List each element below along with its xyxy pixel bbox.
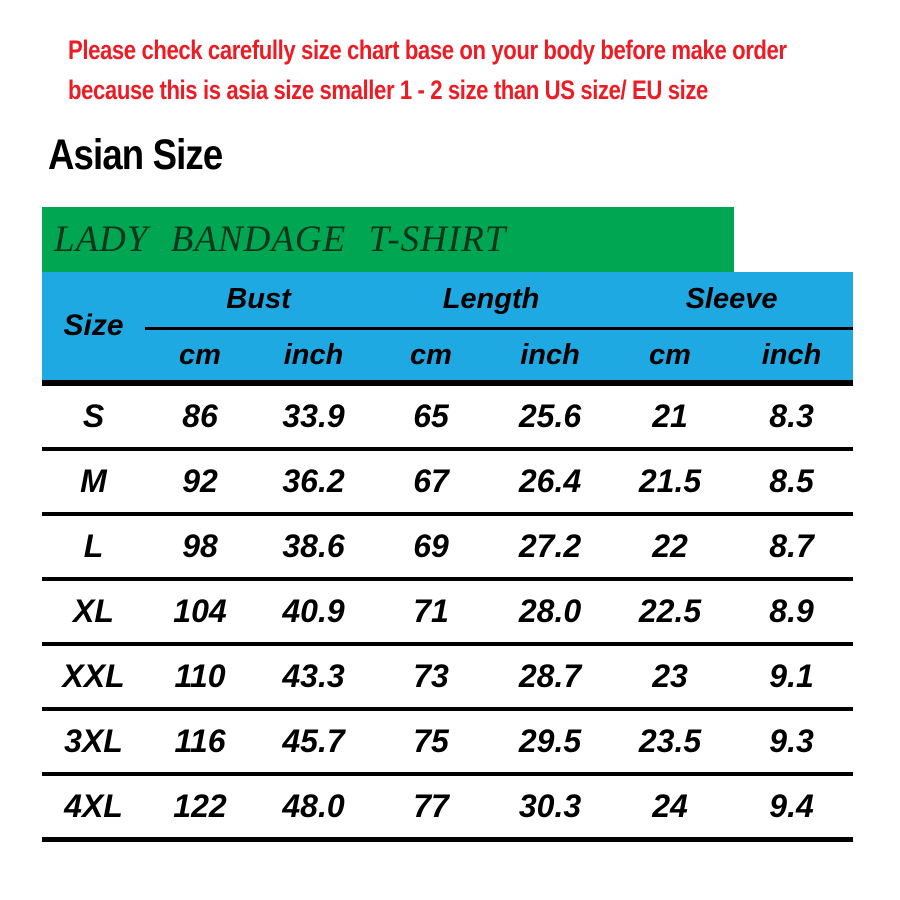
length-cm-cell: 71	[372, 579, 491, 646]
size-warning-text: Please check carefully size chart base o…	[68, 30, 787, 110]
length-cm-cell: 69	[372, 514, 491, 581]
sleeve-inch-cell: 8.7	[730, 514, 854, 581]
size-cell: XL	[42, 579, 145, 646]
length-cm-cell: 77	[372, 774, 491, 842]
size-cell: 4XL	[42, 774, 145, 842]
length-inch-cell: 25.6	[490, 383, 611, 451]
sleeve-inch-cell: 9.1	[730, 644, 854, 711]
column-header-length: Length	[372, 272, 611, 330]
bust-inch-cell: 48.0	[255, 774, 373, 842]
bust-inch-cell: 43.3	[255, 644, 373, 711]
unit-header-sleeve-inch: inch	[730, 328, 854, 386]
size-warning-line-2: because this is asia size smaller 1 - 2 …	[68, 75, 708, 105]
table-row-xxl: XXL 110 43.3 73 28.7 23 9.1	[42, 644, 854, 711]
length-inch-cell: 28.0	[490, 579, 611, 646]
table-row-3xl: 3XL 116 45.7 75 29.5 23.5 9.3	[42, 709, 854, 776]
sleeve-inch-cell: 8.9	[730, 579, 854, 646]
bust-inch-cell: 36.2	[255, 449, 373, 516]
length-cm-cell: 75	[372, 709, 491, 776]
sleeve-cm-cell: 23	[610, 644, 731, 711]
unit-header-length-inch: inch	[490, 328, 611, 386]
column-header-sleeve: Sleeve	[610, 272, 854, 330]
length-inch-cell: 29.5	[490, 709, 611, 776]
length-inch-cell: 27.2	[490, 514, 611, 581]
length-cm-cell: 73	[372, 644, 491, 711]
sleeve-inch-cell: 8.5	[730, 449, 854, 516]
column-header-bust: Bust	[145, 272, 373, 330]
size-cell: XXL	[42, 644, 145, 711]
header-unit-row: cm inch cm inch cm inch	[42, 328, 854, 386]
table-row-4xl: 4XL 122 48.0 77 30.3 24 9.4	[42, 774, 854, 842]
table-row-s: S 86 33.9 65 25.6 21 8.3	[42, 383, 854, 451]
product-title: LADY BANDAGE T-SHIRT	[54, 219, 507, 260]
bust-inch-cell: 45.7	[255, 709, 373, 776]
bust-cm-cell: 116	[145, 709, 255, 776]
unit-header-bust-cm: cm	[145, 328, 255, 386]
page-title: Asian Size	[48, 131, 223, 179]
bust-inch-cell: 38.6	[255, 514, 373, 581]
sleeve-cm-cell: 22	[610, 514, 731, 581]
table-row-l: L 98 38.6 69 27.2 22 8.7	[42, 514, 854, 581]
sleeve-cm-cell: 21.5	[610, 449, 731, 516]
size-chart-table: Size Bust Length Sleeve cm inch cm inch …	[42, 272, 854, 842]
product-title-banner: LADY BANDAGE T-SHIRT	[42, 207, 734, 272]
unit-header-length-cm: cm	[372, 328, 491, 386]
length-inch-cell: 30.3	[490, 774, 611, 842]
table-header: Size Bust Length Sleeve cm inch cm inch …	[42, 272, 854, 386]
length-cm-cell: 67	[372, 449, 491, 516]
length-inch-cell: 28.7	[490, 644, 611, 711]
bust-cm-cell: 104	[145, 579, 255, 646]
length-cm-cell: 65	[372, 383, 491, 451]
length-inch-cell: 26.4	[490, 449, 611, 516]
size-cell: S	[42, 383, 145, 451]
size-warning-line-1: Please check carefully size chart base o…	[68, 35, 787, 65]
sleeve-cm-cell: 24	[610, 774, 731, 842]
size-cell: 3XL	[42, 709, 145, 776]
sleeve-cm-cell: 23.5	[610, 709, 731, 776]
size-cell: M	[42, 449, 145, 516]
bust-inch-cell: 33.9	[255, 383, 373, 451]
bust-cm-cell: 98	[145, 514, 255, 581]
sleeve-cm-cell: 21	[610, 383, 731, 451]
bust-cm-cell: 92	[145, 449, 255, 516]
table-body: S 86 33.9 65 25.6 21 8.3 M 92 36.2 67 26…	[42, 383, 854, 842]
bust-cm-cell: 122	[145, 774, 255, 842]
column-header-size: Size	[42, 272, 145, 386]
unit-header-sleeve-cm: cm	[610, 328, 731, 386]
bust-cm-cell: 110	[145, 644, 255, 711]
table-row-xl: XL 104 40.9 71 28.0 22.5 8.9	[42, 579, 854, 646]
sleeve-inch-cell: 9.3	[730, 709, 854, 776]
sleeve-inch-cell: 9.4	[730, 774, 854, 842]
sleeve-inch-cell: 8.3	[730, 383, 854, 451]
unit-header-bust-inch: inch	[255, 328, 373, 386]
bust-inch-cell: 40.9	[255, 579, 373, 646]
bust-cm-cell: 86	[145, 383, 255, 451]
sleeve-cm-cell: 22.5	[610, 579, 731, 646]
header-group-row: Size Bust Length Sleeve	[42, 272, 854, 386]
size-cell: L	[42, 514, 145, 581]
table-row-m: M 92 36.2 67 26.4 21.5 8.5	[42, 449, 854, 516]
